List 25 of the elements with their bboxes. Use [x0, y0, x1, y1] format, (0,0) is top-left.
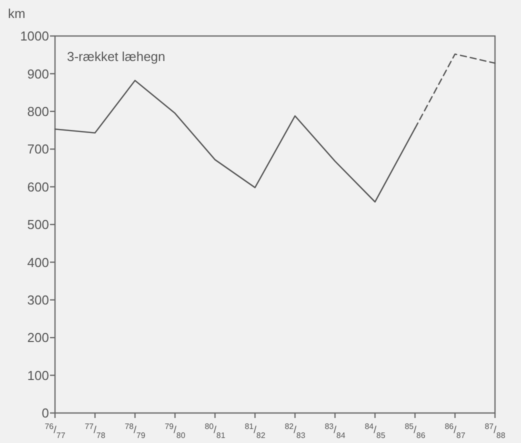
x-tick-label: $^{86}$/$_{87}$ [444, 422, 466, 440]
y-tick-label: 0 [42, 406, 49, 421]
annotation: 3-rækket læhegn [67, 49, 166, 64]
x-tick-label: $^{82}$/$_{83}$ [284, 422, 306, 440]
x-tick-label: $^{78}$/$_{79}$ [124, 422, 146, 440]
y-tick-label: 300 [27, 292, 49, 308]
y-tick-label: 500 [27, 217, 49, 232]
y-tick-label: 1000 [20, 28, 49, 44]
y-tick-label: 800 [27, 104, 49, 119]
y-tick-label: 900 [27, 66, 49, 82]
y-tick-label: 400 [27, 254, 49, 270]
x-tick-label: $^{79}$/$_{80}$ [164, 422, 186, 440]
x-tick-label: $^{84}$/$_{85}$ [364, 422, 386, 440]
y-tick-label: 600 [27, 179, 49, 194]
x-tick-label: $^{85}$/$_{86}$ [404, 422, 426, 440]
x-tick-label: $^{81}$/$_{82}$ [244, 422, 266, 440]
x-tick-label: $^{83}$/$_{84}$ [324, 422, 346, 440]
y-tick-label: 700 [27, 142, 49, 157]
x-tick-label: $^{80}$/$_{81}$ [204, 422, 226, 440]
x-tick-label: $^{87}$/$_{88}$ [484, 422, 506, 440]
y-tick-label: 100 [27, 368, 49, 383]
x-tick-label: $^{76}$/$_{77}$ [44, 422, 66, 440]
y-tick-label: 200 [27, 330, 49, 346]
x-tick-label: $^{77}$/$_{78}$ [84, 422, 106, 440]
y-axis-title: km [8, 6, 26, 21]
